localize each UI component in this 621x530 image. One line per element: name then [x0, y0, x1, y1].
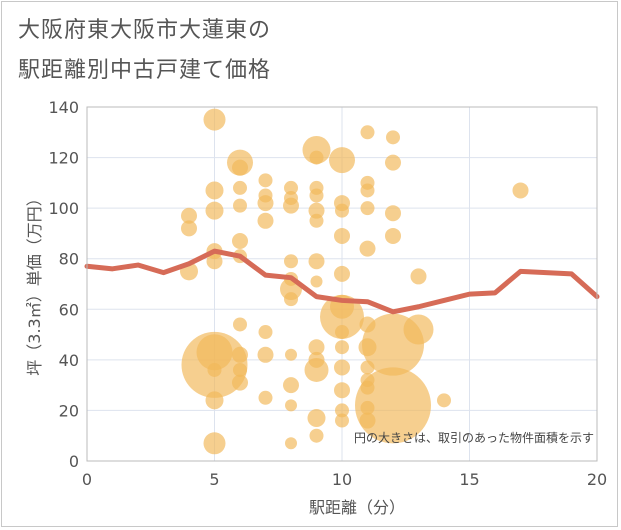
data-bubble [334, 265, 350, 282]
data-bubble [385, 154, 401, 171]
data-bubble [302, 135, 331, 164]
data-bubble [360, 201, 375, 216]
y-tick-label: 60 [59, 300, 79, 319]
data-bubble [203, 432, 226, 455]
chart-title-line1: 大阪府東大阪市大蓮東の [18, 18, 272, 43]
data-bubble [258, 173, 273, 188]
data-bubble [181, 220, 197, 237]
y-axis-label: 坪（3.3㎡）単価（万円） [25, 190, 44, 375]
data-bubble [385, 227, 401, 244]
chart-title-line2: 駅距離別中古戸建て価格 [18, 58, 272, 83]
data-bubble [385, 205, 401, 222]
data-bubble [284, 180, 298, 195]
x-axis-label: 駅距離（分） [309, 498, 405, 517]
data-bubble [308, 202, 325, 219]
data-bubble [258, 390, 273, 405]
data-bubble [308, 339, 325, 356]
data-bubble [335, 340, 349, 355]
data-bubble [309, 150, 324, 165]
data-bubble [207, 362, 222, 377]
data-bubble [437, 393, 451, 408]
x-tick-label: 0 [82, 470, 92, 489]
data-bubble [257, 195, 274, 212]
data-bubble [309, 188, 324, 203]
y-tick-label: 80 [59, 250, 79, 269]
data-bubble [205, 201, 224, 220]
data-bubble [233, 198, 247, 213]
data-bubble [284, 254, 298, 269]
size-note: 円の大きさは、取引のあった物件面積を示す [354, 430, 594, 445]
data-bubble [283, 197, 299, 214]
data-bubble [360, 183, 375, 198]
data-bubble [309, 428, 324, 443]
data-bubble [258, 325, 273, 340]
data-bubble [203, 108, 226, 131]
data-bubble [285, 399, 297, 412]
data-bubble [232, 374, 248, 391]
data-bubble [232, 159, 248, 176]
y-tick-label: 0 [69, 452, 79, 471]
data-bubble [232, 346, 248, 363]
y-tick-label: 100 [48, 199, 79, 218]
x-tick-label: 20 [587, 470, 607, 489]
data-bubble [233, 362, 247, 377]
data-bubble [334, 359, 350, 376]
average-price-line [84, 248, 600, 315]
data-bubble [335, 403, 349, 418]
data-bubble [307, 409, 326, 428]
data-bubble [512, 182, 529, 199]
data-bubble [403, 314, 434, 345]
data-bubble [335, 413, 349, 428]
data-bubble [233, 180, 247, 195]
data-bubble [257, 212, 274, 229]
bubble-series [180, 108, 529, 455]
data-bubble [355, 367, 431, 444]
data-bubble [308, 253, 325, 270]
data-bubble [335, 325, 349, 340]
data-bubble [283, 377, 299, 394]
x-tick-label: 5 [209, 470, 219, 489]
data-bubble [181, 207, 197, 224]
y-tick-label: 40 [59, 351, 79, 370]
data-bubble [320, 294, 364, 339]
data-bubble [232, 233, 248, 250]
data-bubble [206, 253, 223, 270]
data-bubble [205, 391, 224, 410]
data-bubble [334, 382, 350, 399]
data-bubble [257, 346, 274, 363]
y-tick-label: 20 [59, 401, 79, 420]
data-bubble [304, 357, 329, 382]
data-bubble [233, 317, 247, 332]
data-bubble [410, 268, 427, 285]
data-bubble [205, 181, 224, 200]
data-bubble [329, 147, 355, 174]
data-bubble [335, 203, 349, 218]
data-bubble [310, 275, 323, 288]
data-bubble [360, 125, 375, 140]
data-bubble [284, 292, 298, 307]
x-tick-label: 15 [459, 470, 479, 489]
y-tick-label: 140 [48, 98, 79, 117]
data-bubble [285, 348, 297, 361]
y-axis-ticks: 0 20 40 60 80 100 120 140 [48, 98, 79, 471]
x-axis-ticks: 0 5 10 15 20 [82, 470, 607, 489]
plot-border [86, 106, 598, 462]
data-bubble [285, 437, 297, 450]
data-bubble [309, 213, 324, 228]
data-bubble [386, 130, 400, 145]
data-bubble [359, 240, 376, 257]
y-tick-label: 120 [48, 149, 79, 168]
data-bubble [334, 227, 350, 244]
x-tick-label: 10 [332, 470, 352, 489]
